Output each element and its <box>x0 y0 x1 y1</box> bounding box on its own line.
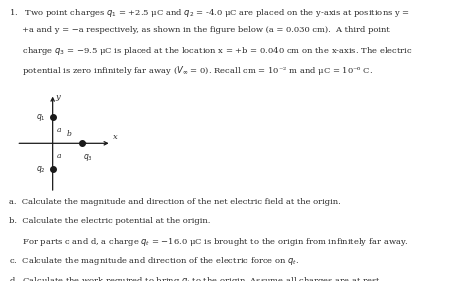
Text: a: a <box>57 126 61 134</box>
Text: y: y <box>55 92 60 101</box>
Text: a.  Calculate the magnitude and direction of the net electric field at the origi: a. Calculate the magnitude and direction… <box>9 198 341 206</box>
Text: $q_3$: $q_3$ <box>83 151 93 163</box>
Text: d.  Calculate the work required to bring $q_t$ to the origin. Assume all charges: d. Calculate the work required to bring … <box>9 275 383 281</box>
Text: $q_1$: $q_1$ <box>36 112 46 123</box>
Text: a: a <box>57 152 61 160</box>
Text: potential is zero infinitely far away ($V_\infty$ = 0). Recall cm = 10⁻² m and μ: potential is zero infinitely far away ($… <box>9 64 374 77</box>
Text: $q_2$: $q_2$ <box>36 164 46 175</box>
Text: 1.   Two point charges $q_1$ = +2.5 μC and $q_2$ = -4.0 μC are placed on the y-a: 1. Two point charges $q_1$ = +2.5 μC and… <box>9 7 410 19</box>
Text: b: b <box>66 130 71 138</box>
Text: c.  Calculate the magnitude and direction of the electric force on $q_t$.: c. Calculate the magnitude and direction… <box>9 255 300 268</box>
Text: charge $q_3$ = −9.5 μC is placed at the location x = +b = 0.040 cm on the x-axis: charge $q_3$ = −9.5 μC is placed at the … <box>9 45 413 57</box>
Text: For parts c and d, a charge $q_t$ = −16.0 μC is brought to the origin from infin: For parts c and d, a charge $q_t$ = −16.… <box>9 236 409 248</box>
Text: x: x <box>113 133 118 141</box>
Text: b.  Calculate the electric potential at the origin.: b. Calculate the electric potential at t… <box>9 217 211 225</box>
Text: +a and y = −a respectively, as shown in the figure below (a = 0.030 cm).  A thir: +a and y = −a respectively, as shown in … <box>9 26 390 34</box>
